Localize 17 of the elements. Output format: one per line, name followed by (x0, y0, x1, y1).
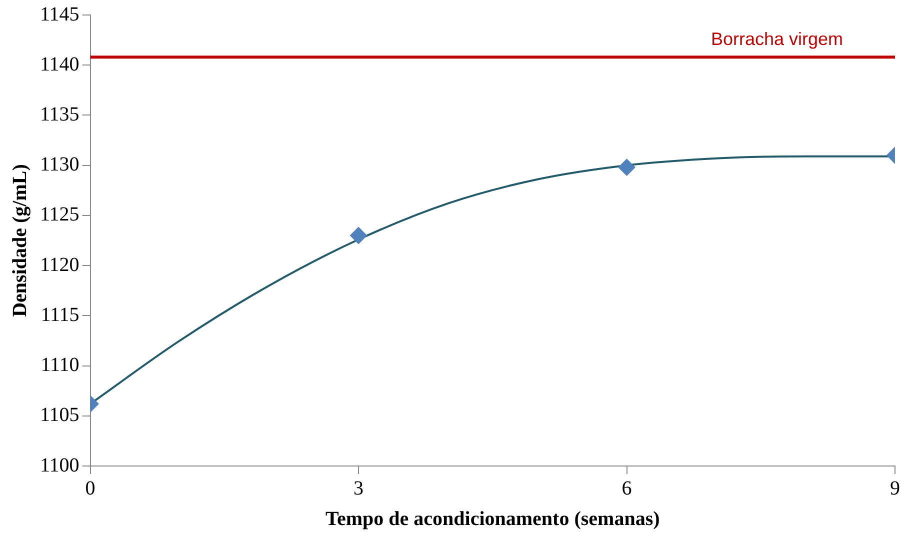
y-tick-label: 1100 (40, 454, 80, 476)
y-tick-label: 1120 (40, 254, 80, 276)
y-axis-title: Densidade (g/mL) (9, 164, 32, 317)
y-tick-label: 1135 (40, 103, 80, 126)
y-tick-label: 1130 (40, 154, 80, 176)
y-tick-label: 1140 (40, 53, 80, 76)
y-tick-label: 1110 (40, 354, 80, 376)
ref-line-label: Borracha virgem (710, 29, 843, 50)
y-tick-label: 1125 (40, 204, 80, 226)
x-tick-label: 3 (354, 477, 364, 500)
y-tick-label: 1105 (40, 404, 80, 426)
x-axis-title: Tempo de acondicionamento (semanas) (325, 508, 660, 530)
x-tick-label: 6 (622, 477, 632, 500)
x-tick-label: 9 (890, 477, 900, 500)
x-tick-label: 0 (85, 477, 96, 500)
y-tick-label: 1115 (40, 304, 80, 326)
y-tick-label: 1145 (40, 3, 80, 26)
